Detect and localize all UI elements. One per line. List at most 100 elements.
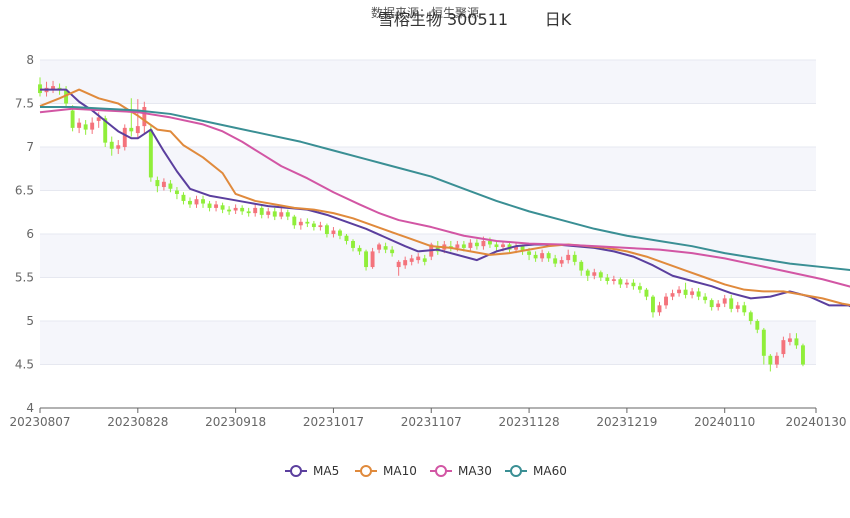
candle-body [487, 240, 492, 245]
legend-label: MA5 [313, 464, 339, 478]
ma60-line [40, 105, 850, 271]
candle [390, 246, 395, 257]
candle-body [729, 298, 734, 309]
candle [253, 204, 258, 217]
candle-body [703, 296, 708, 301]
candle-body [637, 286, 642, 290]
candle [657, 301, 662, 316]
ma5-line [40, 88, 850, 308]
y-tick-label: 4 [26, 401, 34, 415]
candle-body [161, 181, 166, 188]
candle-body [194, 199, 199, 205]
candle [90, 117, 95, 134]
candle [722, 294, 727, 308]
candle [396, 260, 401, 276]
x-tick-label: 20230828 [107, 415, 168, 429]
candle-body [677, 289, 682, 294]
candle-body [657, 305, 662, 313]
candle [292, 214, 297, 229]
legend-label: MA30 [458, 464, 492, 478]
candle [735, 301, 740, 313]
candle [677, 286, 682, 297]
candle [161, 178, 166, 191]
candle-body [422, 258, 427, 262]
candle-body [142, 106, 147, 127]
grid-band [40, 321, 816, 365]
legend-item-ma5[interactable]: MA5 [285, 464, 339, 478]
candle [566, 249, 571, 264]
candle [670, 289, 675, 301]
candle-body [690, 291, 695, 295]
candle [592, 268, 597, 280]
candle [533, 251, 538, 262]
candle-body [540, 253, 545, 259]
candle [298, 218, 303, 230]
candle [605, 274, 610, 285]
candle-body [527, 251, 532, 255]
candle [272, 207, 277, 221]
candle-body [683, 289, 688, 295]
candle [755, 319, 760, 334]
candle [611, 275, 616, 285]
candle-body [174, 190, 179, 194]
candle-body [709, 300, 714, 308]
candle-body [598, 272, 603, 278]
x-tick-label: 20231017 [303, 415, 364, 429]
candle [637, 282, 642, 294]
candle-body [409, 258, 414, 262]
candle [318, 221, 323, 231]
legend-label: MA60 [533, 464, 567, 478]
grid-band [40, 147, 816, 191]
candle-body [311, 223, 316, 228]
candle [246, 207, 251, 217]
candle [324, 223, 329, 238]
candle [422, 254, 427, 266]
candle-body [572, 254, 577, 262]
candle [285, 209, 290, 221]
candle-body [716, 303, 721, 308]
candle [579, 260, 584, 276]
candle [696, 287, 701, 301]
candle-body [220, 205, 225, 210]
candle-body [768, 355, 773, 365]
candle-body [566, 254, 571, 261]
candle [546, 251, 551, 262]
x-tick-label: 20240130 [785, 415, 846, 429]
grid-band [40, 234, 816, 278]
candle-body [214, 204, 219, 208]
candle-body [259, 207, 264, 215]
x-tick-label: 20231128 [499, 415, 560, 429]
chart-title: 雪榕生物 300511 [378, 10, 508, 29]
candle [761, 327, 766, 365]
candle [305, 218, 310, 228]
candle [383, 242, 388, 254]
candle [781, 336, 786, 358]
candle-body [207, 203, 212, 208]
x-tick-label: 20231219 [596, 415, 657, 429]
legend-marker-icon [510, 465, 522, 477]
candle [351, 239, 355, 252]
candle [801, 343, 805, 367]
candle-body [774, 355, 779, 365]
legend-item-ma10[interactable]: MA10 [355, 464, 417, 478]
candle-body [253, 207, 258, 214]
legend-item-ma60[interactable]: MA60 [505, 464, 567, 478]
x-tick-label: 20231107 [401, 415, 462, 429]
candle-body [592, 272, 597, 276]
candle-body [383, 246, 388, 250]
candle [468, 239, 473, 252]
legend-label: MA10 [383, 464, 417, 478]
candle [240, 205, 245, 215]
legend-item-ma30[interactable]: MA30 [430, 464, 492, 478]
candle-body [129, 127, 134, 132]
candle-body [266, 211, 271, 215]
candle [585, 268, 590, 281]
candle [644, 287, 649, 301]
candle-body [331, 230, 336, 234]
candle-body [403, 260, 408, 266]
candle-body [240, 207, 245, 212]
candle-body [651, 296, 655, 313]
candle [194, 195, 199, 208]
